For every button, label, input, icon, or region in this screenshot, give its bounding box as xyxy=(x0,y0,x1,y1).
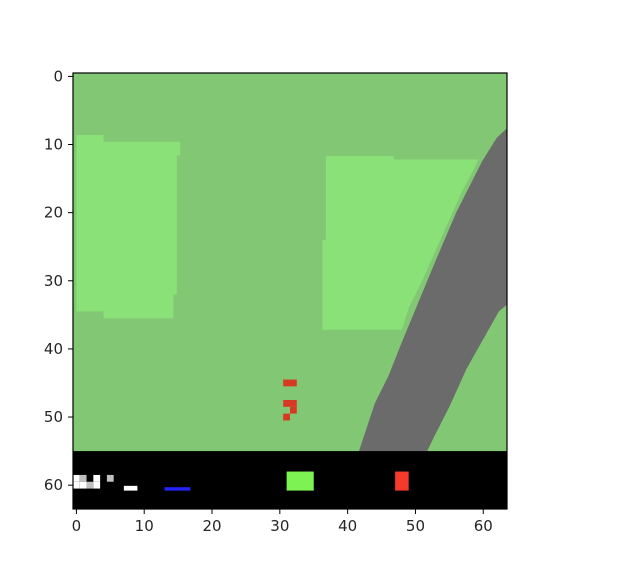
y-axis: 0 10 20 30 40 50 60 xyxy=(44,67,73,494)
x-axis: 0 10 20 30 40 50 60 xyxy=(72,509,493,535)
x-tick-label: 30 xyxy=(270,517,289,535)
speed-indicator-pixel xyxy=(106,474,114,482)
car-pixel xyxy=(290,406,297,414)
plot-area xyxy=(73,73,507,509)
car-pixel xyxy=(290,379,297,387)
y-tick-label: 0 xyxy=(53,67,63,85)
speed-indicator-pixel xyxy=(93,474,101,482)
y-tick-label: 30 xyxy=(44,272,63,290)
y-tick-label: 10 xyxy=(44,136,63,154)
y-tick-label: 60 xyxy=(44,476,63,494)
speed-indicator-pixel xyxy=(79,481,87,489)
gyroscope-bar xyxy=(286,471,314,491)
y-tick-label: 20 xyxy=(44,204,63,222)
speed-indicator-pixel xyxy=(93,481,101,489)
speed-indicator-pixel xyxy=(79,474,87,482)
y-tick-label: 40 xyxy=(44,340,63,358)
x-tick-label: 60 xyxy=(474,517,493,535)
axes-border xyxy=(72,72,508,510)
car-pixel xyxy=(283,400,290,407)
speed-indicator xyxy=(73,474,114,489)
x-tick-label: 40 xyxy=(338,517,357,535)
y-tick-label: 50 xyxy=(44,408,63,426)
speed-indicator-pixel xyxy=(73,474,80,482)
car-pixel xyxy=(283,413,290,421)
road xyxy=(357,128,507,455)
speed-bar xyxy=(123,485,138,491)
steering-bar xyxy=(395,471,409,491)
grass-patch-left xyxy=(76,135,181,319)
grass-patch-right xyxy=(322,156,479,330)
x-tick-label: 20 xyxy=(202,517,221,535)
abs-bar xyxy=(164,487,191,491)
grass-patches xyxy=(76,135,479,330)
player-car xyxy=(283,379,297,421)
x-tick-label: 10 xyxy=(135,517,154,535)
car-pixel xyxy=(290,400,297,407)
speed-indicator-pixel xyxy=(86,481,94,489)
x-tick-label: 0 xyxy=(72,517,82,535)
speed-indicator-pixel xyxy=(73,481,80,489)
car-pixel xyxy=(283,379,290,387)
x-tick-label: 50 xyxy=(406,517,425,535)
